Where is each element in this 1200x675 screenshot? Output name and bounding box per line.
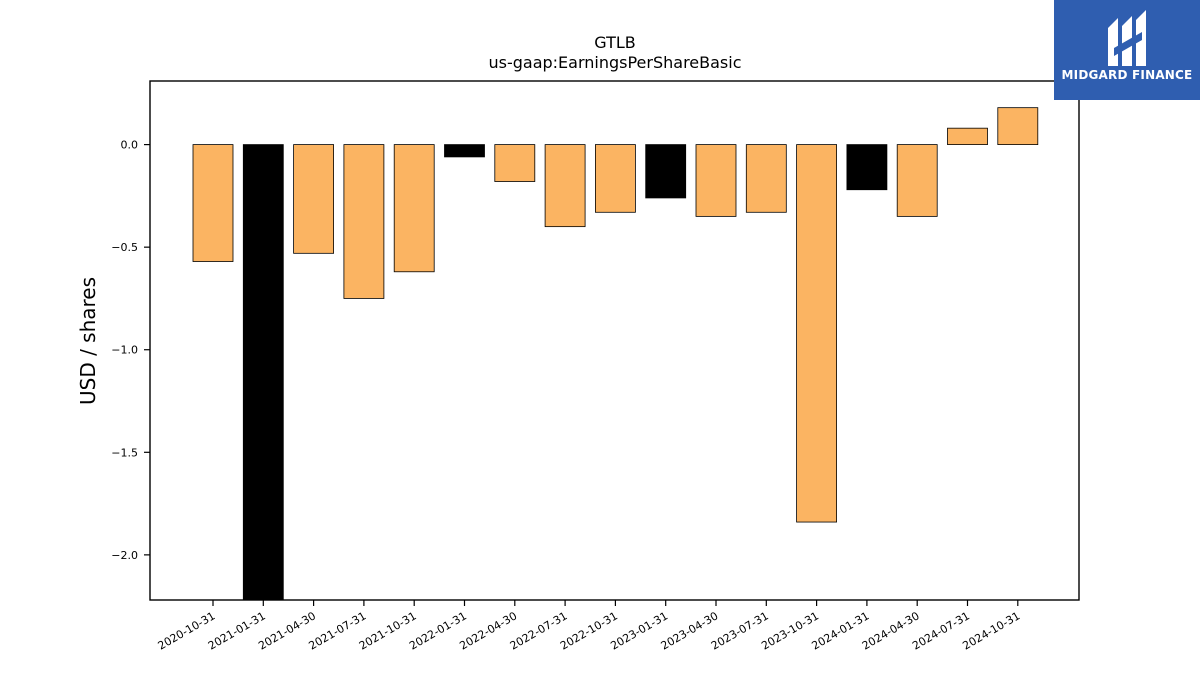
bar-2022-01-31 [444, 144, 485, 158]
bar-2020-10-31 [192, 144, 234, 262]
bar-2023-10-31 [796, 144, 837, 523]
bar-2021-10-31 [393, 144, 435, 273]
y-ticks-group: 0.0 −0.5 −1.0 −1.5 −2.0 [111, 139, 150, 562]
bar-2022-04-30 [494, 144, 536, 182]
chart-subtitle: us-gaap:EarningsPerShareBasic [488, 53, 741, 72]
bar-2022-07-31 [544, 144, 586, 228]
x-tick-label: 2024-10-31 [960, 609, 1022, 652]
bar-2023-07-31 [745, 144, 787, 213]
bars-group [192, 107, 1039, 601]
bar-2024-01-31 [846, 144, 888, 191]
bar-2023-04-30 [695, 144, 737, 217]
bar-2022-10-31 [595, 144, 636, 213]
plot-frame [149, 80, 1080, 601]
y-tick-label: −1.5 [111, 446, 138, 459]
bar-2024-07-31 [947, 127, 988, 145]
bar-2021-01-31 [242, 144, 284, 601]
logo-text: MIDGARD FINANCE [1061, 68, 1193, 82]
midgard-logo-icon [1108, 10, 1146, 66]
y-tick-label: −1.0 [111, 344, 138, 357]
bar-2023-01-31 [645, 144, 687, 199]
y-axis-label: USD / shares [76, 277, 100, 405]
y-tick-label: 0.0 [121, 139, 139, 152]
y-tick-label: −2.0 [111, 549, 138, 562]
brand-logo: MIDGARD FINANCE [1054, 0, 1200, 100]
chart-title: GTLB [594, 33, 636, 52]
bar-2024-04-30 [896, 144, 938, 217]
y-tick-label: −0.5 [111, 241, 138, 254]
x-ticks-group: 2020-10-312021-01-312021-04-302021-07-31… [156, 600, 1022, 653]
bar-2021-07-31 [343, 144, 385, 299]
bar-2024-10-31 [997, 107, 1039, 145]
bar-2021-04-30 [293, 144, 335, 254]
